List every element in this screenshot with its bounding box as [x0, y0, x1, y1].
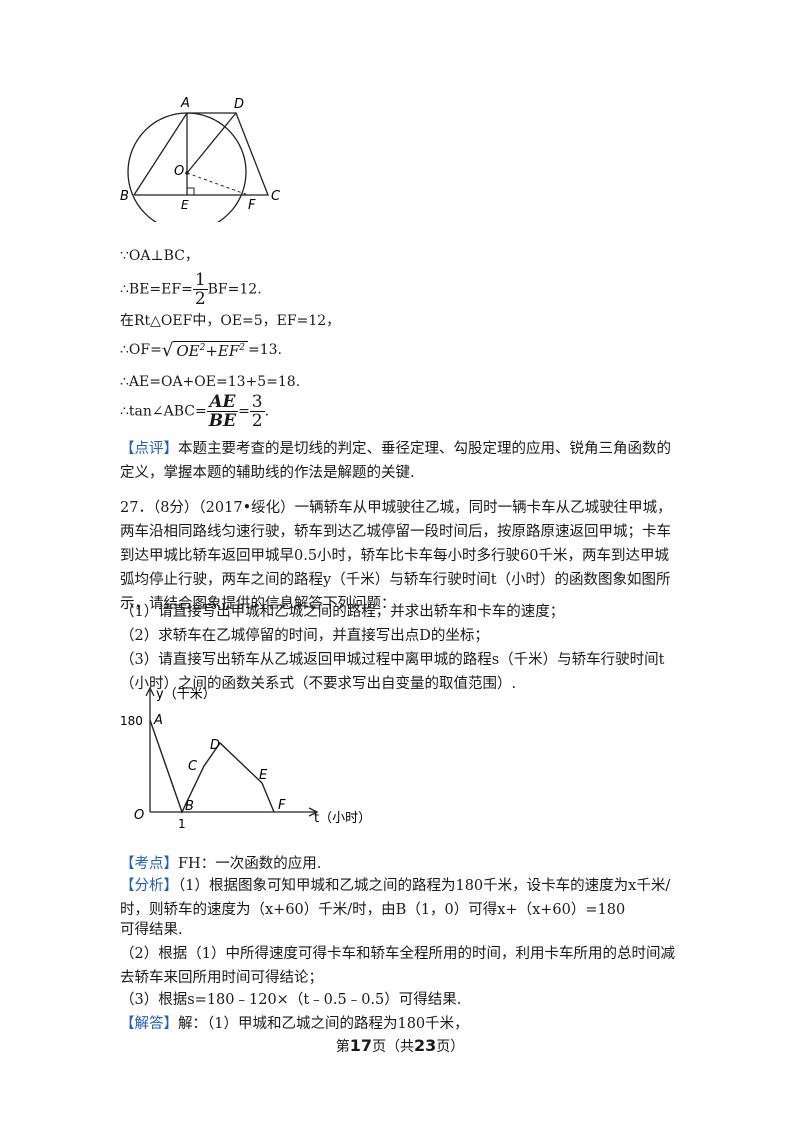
circle-figure: A D O B E F C: [120, 96, 281, 222]
point-c: C: [188, 759, 198, 774]
solution-line-6: ∴tan∠ABC= AE BE = 3 2.: [120, 393, 269, 430]
fenxi-line-3: （3）根据s=180﹣120×（t﹣0.5﹣0.5）可得结果.: [120, 992, 462, 1008]
solution-line-5: ∴AE=OA+OE=13+5=18.: [120, 374, 301, 390]
point-e: E: [259, 768, 268, 783]
fenxi-line-1b: 可得结果.: [120, 922, 183, 938]
fenxi-tag: 【分析】: [120, 878, 178, 894]
origin-label: O: [134, 808, 144, 823]
right-angle-mark: [187, 187, 195, 195]
comment-tag: 【点评】: [120, 441, 178, 457]
solution-line-3: 在Rt△OEF中，OE=5，EF=12，: [120, 313, 341, 329]
label-c: C: [271, 189, 281, 204]
segment-of-dashed: [186, 172, 249, 196]
fenxi-line-2: （2）根据（1）中所得速度可得卡车和轿车全程所用的时间，利用卡车所用的总时间减去…: [120, 946, 675, 986]
footer-page: 17: [349, 1036, 372, 1055]
frac-3: 3: [249, 392, 265, 412]
jieda-text: 解：（1）甲城和乙城之间的路程为180千米，: [178, 1016, 469, 1032]
label-d: D: [234, 97, 244, 112]
footer-total: 23: [414, 1036, 437, 1055]
page-footer: 第17页（共23页）: [0, 1036, 800, 1056]
label-o: O: [174, 164, 184, 179]
frac-be: BE: [208, 411, 237, 431]
footer-p2: 页（共: [372, 1039, 414, 1055]
y-axis-label: y（千米）: [156, 687, 216, 702]
label-a: A: [180, 96, 190, 111]
t-axis-arrow: [308, 807, 319, 817]
graph-polyline: [149, 719, 275, 814]
point-b: B: [185, 799, 194, 814]
x-tick-1: 1: [178, 817, 186, 831]
kaodian-line: 【考点】FH：一次函数的应用.: [120, 852, 680, 876]
solution-line-2: ∴BE=EF= 1 2 BF=12.: [120, 271, 262, 308]
comment-text: 本题主要考查的是切线的判定、垂径定理、勾股定理的应用、锐角三角函数的定义，掌握本…: [120, 441, 671, 481]
y-tick-180: 180: [120, 714, 143, 728]
comment-paragraph: 【点评】本题主要考查的是切线的判定、垂径定理、勾股定理的应用、锐角三角函数的定义…: [120, 437, 680, 485]
l6-pre: ∴tan∠ABC=: [120, 403, 207, 420]
exp-2: 2: [239, 343, 245, 353]
fenxi-text-1: （1）根据图象可知甲城和乙城之间的路程为180千米，设卡车的速度为x千米/时，则…: [120, 878, 671, 918]
distance-time-graph: y（千米） t（小时） O 180 1 A B C D E F: [120, 686, 371, 831]
l2-pre: ∴BE=EF=: [120, 281, 193, 298]
l4-post: =13.: [247, 342, 282, 358]
jieda-tag: 【解答】: [120, 1016, 178, 1032]
l6-post: .: [264, 403, 270, 420]
label-b: B: [120, 189, 129, 204]
footer-p1: 第: [335, 1039, 350, 1055]
point-a: A: [153, 713, 163, 728]
segment-od: [186, 112, 237, 174]
point-f: F: [278, 798, 286, 813]
t-axis-label: t（小时）: [314, 811, 371, 826]
fraction-ae-be: AE BE: [206, 393, 239, 431]
label-f: F: [248, 198, 256, 213]
rad-plus: +: [205, 342, 218, 360]
quad-abcd: [133, 112, 269, 196]
kaodian-text: FH：一次函数的应用.: [178, 856, 322, 872]
frac-den: 2: [194, 289, 206, 309]
question-part-1: （1）请直接写出甲城和乙城之间的路程，并求出轿车和卡车的速度；: [120, 604, 565, 620]
exp-1: 2: [199, 343, 206, 353]
label-e: E: [181, 198, 189, 212]
center-dot: [185, 171, 189, 175]
question-part-2: （2）求轿车在乙城停留的时间，并直接写出点D的坐标；: [120, 628, 489, 644]
rad-oe: OE: [176, 342, 200, 360]
solution-line-4: ∴OF=√ OE2+EF2 =13.: [120, 338, 282, 362]
jieda-line: 【解答】解：（1）甲城和乙城之间的路程为180千米，: [120, 1012, 680, 1036]
point-d: D: [210, 738, 220, 753]
l2-post: BF=12.: [207, 281, 262, 298]
l6-eq: =: [238, 403, 250, 420]
rad-ef: EF: [217, 342, 240, 360]
l4-pre: ∴OF=: [120, 342, 162, 358]
solution-line-1: ∵OA⊥BC，: [120, 248, 199, 264]
frac-num: 1: [192, 270, 208, 290]
y-axis-arrow: [145, 686, 155, 697]
footer-p3: 页）: [436, 1039, 465, 1055]
question-27-text: 27．（8分）（2017•绥化）一辆轿车从甲城驶往乙城，同时一辆卡车从乙城驶往甲…: [120, 500, 672, 612]
sqrt-expression: √ OE2+EF2: [162, 338, 248, 362]
frac-2: 2: [251, 411, 263, 431]
frac-ae: AE: [206, 393, 239, 412]
fenxi-line-1: 【分析】（1）根据图象可知甲城和乙城之间的路程为180千米，设卡车的速度为x千米…: [120, 874, 680, 922]
kaodian-tag: 【考点】: [120, 856, 178, 872]
question-part-3: （3）请直接写出轿车从乙城返回甲城过程中离甲城的路程s（千米）与轿车行驶时间t（…: [120, 652, 665, 692]
